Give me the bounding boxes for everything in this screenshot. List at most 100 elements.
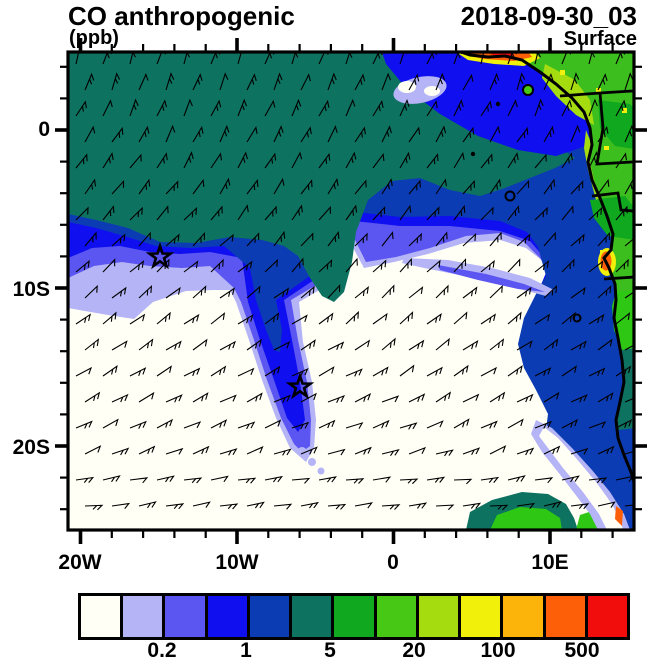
wind-barb [381, 178, 393, 195]
wind-barb [210, 205, 223, 221]
wind-barb [237, 260, 253, 273]
wind-barb [399, 364, 415, 377]
wind-barb [561, 475, 580, 483]
wind-barb [102, 475, 121, 483]
wind-barb [84, 445, 102, 455]
wind-barb [453, 364, 469, 377]
wind-barb [102, 418, 119, 429]
wind-barb [408, 339, 425, 351]
wind-barb [219, 340, 236, 351]
wind-barb [597, 73, 608, 91]
wind-barb [210, 312, 226, 325]
wind-barb [210, 258, 224, 273]
colorbar-label: 100 [480, 639, 516, 662]
plot-datetime: 2018-09-30_03 [460, 1, 637, 31]
wind-barb [300, 339, 316, 351]
wind-barb [246, 179, 259, 195]
wind-barb [165, 447, 184, 455]
wind-barb [138, 73, 149, 91]
wind-barb [102, 311, 117, 325]
wind-barb [246, 125, 258, 143]
wind-barb [435, 72, 446, 91]
wind-barb [318, 152, 331, 169]
wind-barb [561, 365, 577, 377]
x-tick-label: 0 [387, 551, 399, 574]
wind-barb [507, 152, 519, 169]
plot-title: CO anthropogenic [68, 1, 295, 31]
gulf-white-pocket [424, 86, 440, 96]
wind-barb [543, 501, 562, 509]
wind-barb [399, 422, 418, 430]
wind-barb [291, 98, 302, 117]
wind-barb [327, 231, 340, 247]
wind-barb [516, 502, 536, 509]
island-dot [495, 101, 501, 107]
wind-barb [426, 259, 441, 273]
wind-barb [111, 502, 131, 509]
wind-barb [570, 447, 589, 455]
colorbar-cell [584, 596, 628, 637]
wind-barb [210, 365, 227, 377]
wind-barb [300, 446, 318, 455]
wind-barb [210, 152, 223, 169]
wind-barb [129, 367, 147, 377]
country-border [591, 191, 634, 213]
wind-barb [426, 366, 443, 377]
wind-barb [534, 420, 552, 429]
wind-barb [318, 366, 335, 377]
wind-barb [318, 205, 331, 221]
wind-barb [435, 178, 447, 195]
wind-barb [516, 72, 526, 91]
wind-barb [219, 177, 231, 195]
wind-barb [534, 367, 552, 377]
wind-barb [453, 99, 464, 117]
wind-barb [111, 340, 128, 351]
wind-barb [480, 313, 496, 325]
wind-barb [111, 393, 129, 403]
wind-barb [156, 365, 172, 377]
wind-barb [597, 125, 609, 143]
colorbar-cell [331, 596, 374, 637]
wind-barb [426, 313, 442, 325]
wind-barb [507, 99, 518, 117]
wind-barb [192, 125, 204, 143]
wind-barb [264, 365, 281, 377]
wind-barb [462, 502, 482, 509]
wind-barb [165, 72, 175, 91]
wind-barb [192, 338, 208, 351]
wind-barb [183, 367, 201, 377]
wind-barb [543, 285, 558, 299]
star-marker [145, 241, 175, 270]
wind-barb [489, 504, 509, 511]
wind-barb [237, 367, 255, 377]
wind-barb [111, 233, 126, 247]
wind-barb [192, 392, 209, 403]
wind-barb [408, 286, 424, 299]
wind-barb [237, 98, 248, 117]
wind-barb [156, 418, 174, 429]
wind-barb [597, 445, 615, 455]
wind-barb [381, 449, 400, 457]
wind-barb [570, 503, 590, 510]
wind-barb [381, 284, 395, 299]
wind-barb [624, 397, 634, 403]
wind-barb [480, 476, 500, 483]
wind-barb [246, 232, 260, 247]
wind-barb [354, 179, 367, 195]
wind-barb [102, 152, 114, 169]
wind-barb [408, 232, 422, 247]
wind-barb [408, 179, 421, 195]
wind-barb [102, 99, 113, 117]
wind-barb [264, 99, 276, 117]
wind-barb [426, 153, 439, 169]
wind-barb [480, 259, 495, 273]
colorbar-cell [542, 596, 585, 637]
wind-barb [372, 312, 388, 325]
wind-barb [480, 206, 494, 221]
wind-barb [615, 99, 627, 117]
wind-barb [75, 206, 89, 221]
wind-barb [453, 311, 468, 325]
wind-barb [300, 501, 320, 509]
wind-barb [516, 126, 529, 143]
